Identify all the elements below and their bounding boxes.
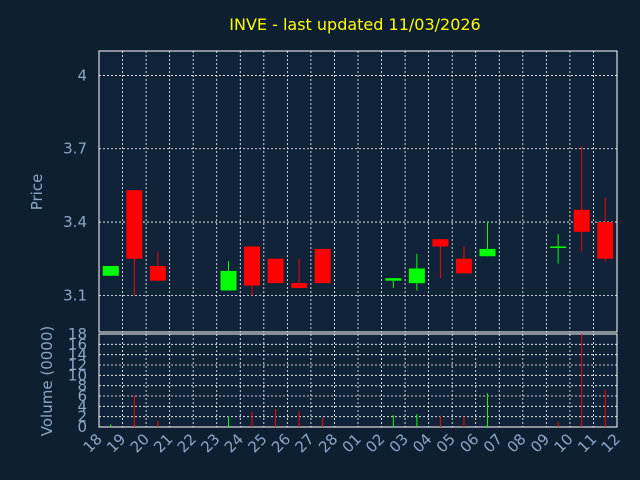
volume-tick-label: 4 bbox=[77, 397, 87, 415]
candle-body bbox=[479, 248, 496, 257]
grid-lines bbox=[99, 51, 617, 427]
price-axis-ticks: 3.1 3.4 3.7 4 bbox=[63, 66, 87, 304]
candle-body bbox=[149, 266, 166, 281]
candle-body bbox=[432, 239, 449, 247]
volume-tick-label: 18 bbox=[68, 325, 87, 343]
candle-body bbox=[314, 248, 331, 284]
candle-body bbox=[220, 270, 237, 291]
volume-tick-label: 8 bbox=[77, 377, 87, 395]
price-tick-label: 3.4 bbox=[63, 213, 87, 231]
volume-tick-label: 12 bbox=[68, 356, 87, 374]
volume-tick-label: 0 bbox=[77, 418, 87, 436]
candle-body bbox=[408, 268, 425, 284]
candle-body bbox=[244, 246, 261, 286]
volume-tick-label: 2 bbox=[77, 408, 87, 426]
price-tick-label: 3.7 bbox=[63, 140, 87, 158]
chart-title: INVE - last updated 11/03/2026 bbox=[229, 15, 480, 34]
volume-bars bbox=[110, 334, 606, 427]
candle-body bbox=[102, 266, 119, 276]
volume-tick-label: 14 bbox=[68, 346, 87, 364]
candle-body bbox=[267, 258, 284, 284]
candles bbox=[102, 146, 614, 296]
candle-body bbox=[126, 190, 143, 259]
volume-tick-label: 10 bbox=[68, 366, 87, 384]
price-tick-label: 4 bbox=[77, 66, 87, 84]
x-axis-ticks: 1819202122232425262728010203040506070809… bbox=[80, 430, 624, 456]
candle-body bbox=[597, 222, 614, 259]
candle-body bbox=[291, 283, 308, 289]
candle-body bbox=[550, 246, 567, 248]
volume-axis-label: Volume (0000) bbox=[38, 326, 56, 436]
candle-body bbox=[385, 278, 402, 281]
candle-body bbox=[455, 258, 472, 274]
price-tick-label: 3.1 bbox=[63, 286, 87, 304]
candle-body bbox=[573, 209, 590, 232]
volume-tick-label: 6 bbox=[77, 387, 87, 405]
x-axis-label: Day bbox=[333, 458, 363, 476]
price-axis-label: Price bbox=[28, 174, 46, 211]
volume-tick-label: 16 bbox=[68, 335, 87, 353]
